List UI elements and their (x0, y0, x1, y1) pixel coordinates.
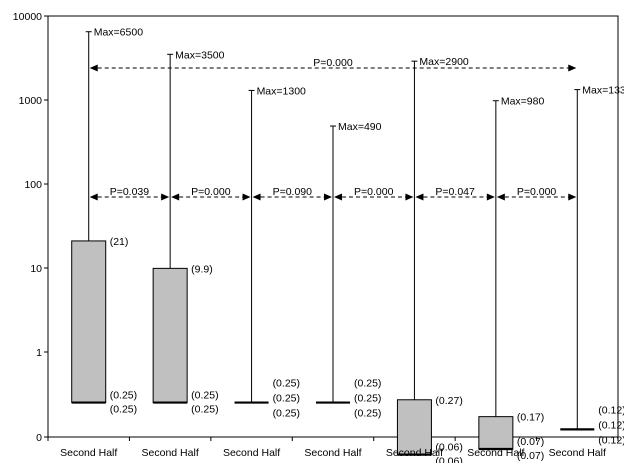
category-label: Second Half (142, 447, 199, 459)
q3-label: (0.12) (598, 404, 624, 416)
q1-label: (0.25) (110, 404, 137, 416)
arrow-head (334, 193, 342, 201)
category-label: Second Half (60, 447, 117, 459)
comparison-label-bg (351, 186, 397, 197)
p-value-label: P=0.047 (435, 186, 475, 198)
arrow-head (171, 193, 180, 201)
comparison-label-bg (432, 186, 478, 197)
box-body (478, 416, 514, 450)
comparison-label-bg (269, 186, 315, 197)
category-labels: Second Half Second Half Second Half Second … (60, 447, 606, 459)
y-tick-label: 10 (30, 263, 42, 275)
category-label: Second Half (386, 447, 443, 459)
q1-label: (0.25) (191, 404, 218, 416)
max-label: Max=1300 (257, 85, 306, 97)
p-value-label: P=0.000 (191, 186, 231, 198)
median-label: (0.25) (191, 390, 218, 402)
p-value-label: P=0.090 (273, 186, 313, 198)
q1-label: (0.07) (517, 450, 544, 462)
max-label: Max=3500 (175, 49, 224, 61)
y-tick-label: 1 (36, 347, 42, 359)
category-label: Second Half (467, 447, 524, 459)
median-label: (0.12) (598, 419, 624, 431)
arrow-head (89, 64, 98, 72)
median-label: (0.25) (273, 393, 300, 405)
q3-label: (9.9) (191, 263, 213, 275)
max-label: Max=490 (338, 121, 382, 133)
arrow-head (405, 193, 414, 201)
median-label: (0.06) (435, 442, 462, 454)
arrow-head (496, 193, 505, 201)
median-label: (0.07) (517, 436, 544, 448)
box-body (71, 240, 107, 404)
arrow-head (568, 64, 577, 72)
y-tick-label: 100 (24, 179, 42, 191)
category-label: Second Half (549, 447, 606, 459)
q1-label: (0.25) (354, 408, 381, 420)
q1-label: (0.06) (435, 456, 462, 463)
q3-label: (0.25) (273, 378, 300, 390)
q3-label: (0.27) (435, 395, 462, 407)
arrow-head (324, 193, 332, 201)
comparison-lines: P=0.000 P=0.039 P=0.000 P=0.090 P=0.000 P=0.0… (89, 57, 577, 201)
arrow-head (161, 193, 170, 201)
q1-label: (0.25) (273, 408, 300, 420)
box-body (152, 267, 188, 404)
comparison-label-bg (310, 57, 356, 68)
y-tick-label: 1000 (19, 95, 43, 107)
comparison-label-bg (188, 186, 234, 197)
p-value-label: P=0.039 (110, 186, 150, 198)
arrow-head (252, 193, 261, 201)
comparison-label-bg (106, 186, 153, 197)
arrow-head (486, 193, 495, 201)
p-value-label: P=0.000 (313, 57, 353, 69)
max-label: Max=980 (501, 96, 545, 108)
q3-label: (21) (110, 236, 129, 248)
plot-frame (47, 15, 619, 438)
q3-label: (0.17) (517, 412, 544, 424)
category-label: Second Half (304, 447, 361, 459)
arrow-head (242, 193, 251, 201)
max-label: Max=1330 (582, 85, 624, 97)
q3-label: (0.25) (354, 378, 381, 390)
arrow-head (415, 193, 424, 201)
max-label: Max=2900 (419, 56, 468, 68)
box-body (396, 399, 432, 456)
arrow-head (568, 193, 577, 201)
median-label: (0.25) (110, 390, 137, 402)
p-value-label: P=0.000 (517, 186, 557, 198)
max-label: Max=6500 (94, 27, 143, 39)
category-label: Second Half (223, 447, 280, 459)
comparison-label-bg (513, 186, 560, 197)
arrow-head (89, 193, 98, 201)
q1-label: (0.12) (598, 434, 624, 446)
p-value-label: P=0.000 (354, 186, 394, 198)
y-tick-label: 10000 (13, 11, 42, 23)
box-series: Max=6500 (21) (0.25) (0.25) Max=3500 (9.9) (0.… (71, 27, 624, 463)
y-tick-label: 0 (36, 432, 42, 444)
median-label: (0.25) (354, 393, 381, 405)
